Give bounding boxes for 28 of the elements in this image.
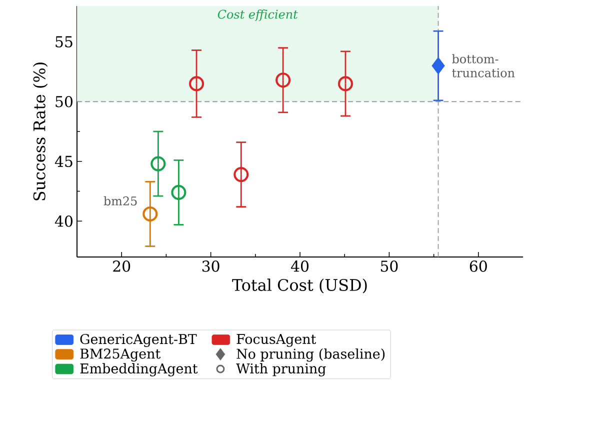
point [276,72,291,88]
legend-label: BM25Agent [80,348,161,362]
point [338,76,354,92]
annotation: bottom-truncation [452,54,515,78]
y-tick-label: 40 [54,215,72,227]
x-tick-label: 40 [290,260,309,272]
legend-label: No pruning (baseline) [236,348,385,362]
x-tick-label: 60 [470,260,487,272]
x-tick-label: 20 [113,260,130,272]
point [142,206,158,222]
legend-label: EmbeddingAgent [80,363,198,376]
point [189,76,204,92]
y-tick-label: 50 [56,96,72,108]
x-tick-label: 50 [380,260,398,272]
annotation: bm25 [104,196,137,206]
point [234,167,249,182]
point [171,184,186,200]
point [432,57,445,74]
legend-label: With pruning [236,363,326,376]
y-axis-title: Success Rate (%) [33,62,48,200]
band-label: Cost efficient [218,10,298,22]
point [150,156,166,172]
y-tick-label: 45 [54,156,72,168]
x-tick-label: 30 [202,260,220,272]
legend-label: FocusAgent [236,334,316,347]
x-axis-title: Total Cost (USD) [232,278,367,294]
legend-label: GenericAgent-BT [80,334,197,347]
y-tick-label: 55 [56,36,72,48]
